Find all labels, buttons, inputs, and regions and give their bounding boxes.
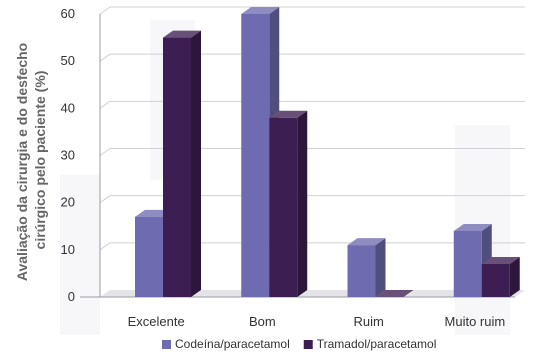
legend-item-2: Tramadol/paracetamol <box>303 337 437 351</box>
y-tick-label: 0 <box>68 289 75 304</box>
y-tick-label: 30 <box>61 148 75 163</box>
y-axis-label-line-1: Avaliação da cirurgia e do desfecho <box>14 43 30 281</box>
bar-2-2: 38 <box>269 110 308 298</box>
y-tick-label: 50 <box>61 53 75 68</box>
y-tick-label: 10 <box>61 242 75 257</box>
gridline-diagonal <box>99 100 111 109</box>
x-category-label: Bom <box>249 314 276 329</box>
floor-plane <box>100 290 525 297</box>
legend-item-1: Codeína/paracetamol <box>162 337 290 351</box>
x-category-label: Ruim <box>353 314 383 329</box>
legend: Codeína/paracetamol Tramadol/paracetamol <box>162 337 436 351</box>
bar-2-4: 7 <box>481 256 520 297</box>
legend-swatch <box>162 340 171 349</box>
y-tick-labels: 0 10 20 30 40 50 60 <box>61 6 75 304</box>
gridline-diagonal <box>99 195 111 204</box>
legend-swatch <box>303 340 313 349</box>
y-tick-label: 20 <box>61 195 75 210</box>
x-category-labels: Excelente Bom Ruim Muito ruim <box>128 314 506 329</box>
y-tick-label: 60 <box>61 6 75 21</box>
gridline-diagonal <box>99 6 111 15</box>
x-category-label: Muito ruim <box>445 314 506 329</box>
y-tick-label: 40 <box>61 100 75 115</box>
x-category-label: Excelente <box>128 314 185 329</box>
gridline-diagonal <box>99 53 111 62</box>
bar-2-3: 0 <box>375 290 414 297</box>
legend-label: Codeína/paracetamol <box>175 337 290 351</box>
y-axis-label: Avaliação da cirurgia e do desfecho cirú… <box>14 39 48 281</box>
bar-2-1: 55 <box>163 30 201 297</box>
bar-1-3: 11 <box>347 238 386 297</box>
gridline-diagonal <box>99 148 111 156</box>
y-axis-label-line-2: cirúrgico pelo paciente (%) <box>32 71 48 250</box>
gridline-diagonal <box>99 242 111 251</box>
legend-label: Tramadol/paracetamol <box>317 337 437 351</box>
bars: 17556038110147 <box>135 7 520 298</box>
